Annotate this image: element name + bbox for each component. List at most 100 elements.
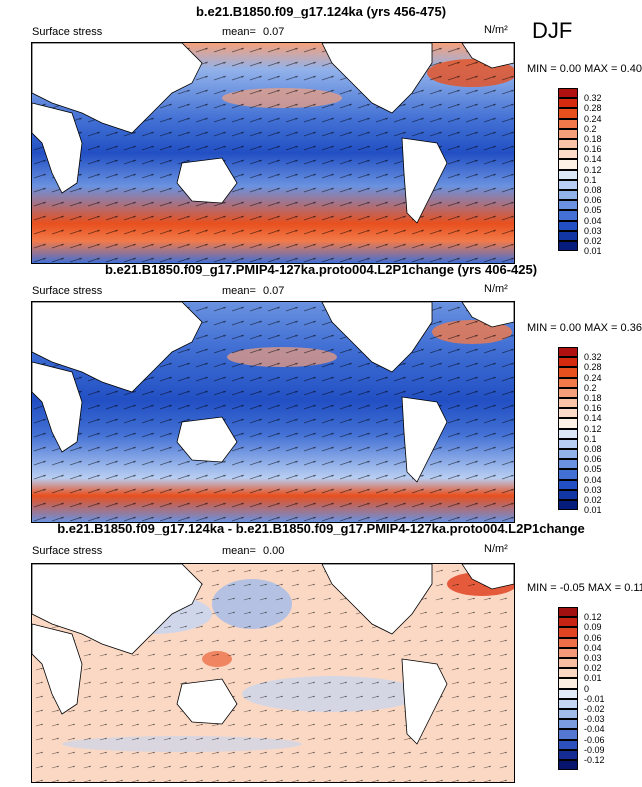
- panel3-continents: [31, 563, 515, 745]
- panel1-mean-label: mean=: [222, 26, 256, 38]
- colorbar-swatch: [558, 200, 578, 211]
- colorbar-swatch: [558, 128, 578, 139]
- colorbar-swatch: [558, 241, 578, 252]
- panel3-colorbar: 0.12 0.09 0.06 0.04 0.03 0.02 0.01 0 -0.01 -0.02-…: [558, 607, 628, 777]
- colorbar-label: 0.02: [584, 663, 602, 674]
- colorbar-swatch: [558, 230, 578, 241]
- colorbar-label: 0.28: [584, 362, 602, 373]
- colorbar-label: 0.04: [584, 215, 602, 226]
- colorbar-label: -0.03: [584, 714, 605, 725]
- colorbar-label: 0.16: [584, 144, 602, 155]
- panel1-map: [31, 42, 517, 264]
- panel1-africa: [31, 102, 83, 194]
- colorbar-label: 0.12: [584, 164, 602, 175]
- colorbar-swatch: [558, 607, 578, 618]
- colorbar-label: 0.1: [584, 433, 597, 444]
- colorbar-label: -0.12: [584, 755, 605, 765]
- colorbar-swatch: [558, 190, 578, 201]
- panel3-mean-label: mean=: [222, 545, 256, 557]
- panel2-variable: Surface stress: [32, 285, 103, 297]
- panel1-min-max: MIN = 0.00 MAX = 0.40: [527, 63, 642, 75]
- panel3-eurasia: [31, 563, 203, 655]
- panel2-units: N/m²: [484, 283, 508, 295]
- colorbar-swatch: [558, 739, 578, 750]
- colorbar-swatch: [558, 760, 578, 771]
- colorbar-swatch: [558, 159, 578, 170]
- panel2-map: [31, 301, 515, 523]
- colorbar-label: 0.32: [584, 352, 602, 363]
- colorbar-label: -0.09: [584, 744, 605, 755]
- colorbar-swatch: [558, 459, 578, 470]
- panel3-mean-value: 0.00: [263, 545, 285, 557]
- colorbar-swatch: [558, 347, 578, 358]
- colorbar-swatch: [558, 449, 578, 460]
- colorbar-swatch: [558, 377, 578, 388]
- colorbar-label: 0.18: [584, 393, 602, 403]
- panel2-eurasia: [31, 301, 203, 393]
- panel3-africa: [31, 623, 83, 715]
- colorbar-swatch: [558, 479, 578, 490]
- colorbar-swatch: [558, 88, 578, 99]
- colorbar-label: 0.05: [584, 205, 602, 216]
- panel1-north-america: [321, 42, 433, 114]
- colorbar-swatch: [558, 500, 578, 511]
- colorbar-label: 0.2: [584, 123, 597, 134]
- colorbar-label: 0: [584, 683, 590, 694]
- colorbar-label: 0.14: [584, 413, 602, 424]
- colorbar-label: 0.03: [584, 653, 602, 663]
- colorbar-swatch: [558, 398, 578, 409]
- colorbar-label: 0.2: [584, 382, 597, 393]
- colorbar-swatch: [558, 729, 578, 740]
- panel1-australia: [176, 157, 238, 204]
- colorbar-label: 0.06: [584, 454, 602, 465]
- colorbar-label: 0.04: [584, 642, 602, 653]
- panel3-map: [31, 563, 517, 783]
- colorbar-swatch: [558, 617, 578, 628]
- panel1-eurasia: [31, 42, 203, 134]
- panel2-min-max: MIN = 0.00 MAX = 0.36: [527, 322, 642, 334]
- colorbar-label: -0.06: [584, 734, 605, 745]
- colorbar-label: 0.28: [584, 103, 602, 114]
- panel3-map-svg: [31, 563, 517, 782]
- colorbar-label: 0.03: [584, 225, 602, 236]
- colorbar-swatch: [558, 627, 578, 638]
- colorbar-swatch: [558, 418, 578, 429]
- panel3-north-america: [321, 563, 433, 635]
- colorbar-swatch: [558, 98, 578, 109]
- colorbar-label: 0.09: [584, 622, 602, 633]
- colorbar-swatch: [558, 688, 578, 699]
- colorbar-label: 0.18: [584, 134, 602, 144]
- panel2-australia: [176, 416, 238, 463]
- colorbar-swatch: [558, 118, 578, 129]
- panel1-variable: Surface stress: [32, 26, 103, 38]
- colorbar-label: -0.02: [584, 704, 605, 714]
- panel2-title: b.e21.B1850.f09_g17.PMIP4-127ka.proto004…: [104, 262, 538, 277]
- colorbar-swatch: [558, 357, 578, 368]
- colorbar-swatch: [558, 438, 578, 449]
- panel1-mean-value: 0.07: [263, 26, 285, 38]
- colorbar-label: 0.01: [584, 246, 602, 257]
- colorbar-label: 0.04: [584, 474, 602, 485]
- colorbar-label: 0.02: [584, 495, 602, 505]
- colorbar-label: 0.05: [584, 464, 602, 475]
- panel1-units: N/m²: [484, 24, 508, 36]
- colorbar-label: 0.16: [584, 403, 602, 414]
- panel2-colorbar: 0.32 0.28 0.24 0.2 0.18 0.16 0.14 0.12 0.1 0.08 0.…: [558, 347, 628, 517]
- panel2-europe: [461, 301, 515, 328]
- colorbar-swatch: [558, 387, 578, 398]
- colorbar-label: 0.01: [584, 505, 602, 516]
- panel2-mean-value: 0.07: [263, 285, 285, 297]
- panel1-title: b.e21.B1850.f09_g17.124ka (yrs 456-475): [195, 4, 447, 19]
- colorbar-swatch: [558, 719, 578, 730]
- colorbar-label: 0.06: [584, 195, 602, 206]
- colorbar-swatch: [558, 367, 578, 378]
- season-label: DJF: [532, 18, 573, 43]
- panel3-europe: [461, 563, 515, 590]
- colorbar-label: -0.01: [584, 693, 605, 704]
- panel2-map-svg: [31, 301, 515, 522]
- colorbar-label: 0.24: [584, 113, 602, 124]
- panel2-south-america: [401, 396, 448, 483]
- colorbar-label: 0.24: [584, 372, 602, 383]
- colorbar-label: 0.14: [584, 154, 602, 165]
- colorbar-swatch: [558, 698, 578, 709]
